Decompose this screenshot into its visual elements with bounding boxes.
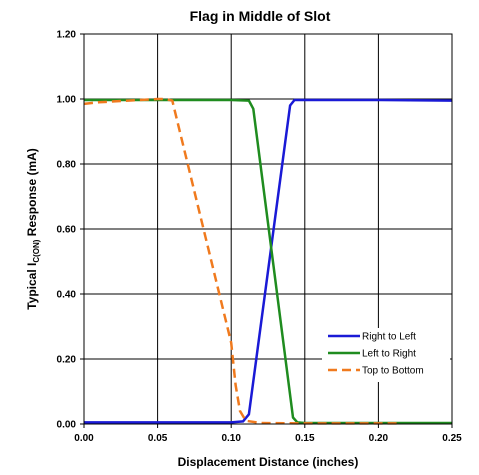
y-tick-label: 1.00	[57, 95, 77, 106]
x-axis-label: Displacement Distance (inches)	[178, 455, 359, 469]
series-line-right-to-left	[84, 98, 453, 424]
y-tick-label: 0.00	[57, 420, 77, 431]
y-tick-label: 0.40	[57, 290, 77, 301]
x-tick-label: 0.10	[221, 433, 241, 444]
legend-label-right-to-left: Right to Left	[362, 332, 416, 343]
y-tick-label: 0.60	[57, 225, 77, 236]
x-tick-label: 0.05	[148, 433, 168, 444]
y-axis-label-prefix: Typical I	[25, 263, 39, 310]
legend: Right to Left Left to Right Top to Bottom	[322, 328, 450, 382]
x-tick-label: 0.20	[369, 433, 389, 444]
y-tick-label: 0.80	[57, 160, 77, 171]
series-line-top-to-bottom	[83, 97, 401, 425]
y-tick-label: 0.20	[57, 355, 77, 366]
tick-labels: 0.00 0.20 0.40 0.60 0.80 1.00 1.20 0.00 0.05 0.10…	[57, 30, 463, 445]
y-tick-label: 1.20	[57, 30, 77, 41]
legend-label-top-to-bottom: Top to Bottom	[362, 366, 424, 377]
series-line-left-to-right	[84, 98, 452, 425]
y-axis-label-suffix: Response (mA)	[25, 148, 39, 239]
x-tick-label: 0.15	[295, 433, 315, 444]
y-axis-label: Typical IC(ON) Response (mA)	[25, 148, 41, 310]
series-layer	[83, 97, 453, 425]
legend-label-left-to-right: Left to Right	[362, 349, 416, 360]
chart-title: Flag in Middle of Slot	[190, 8, 331, 24]
y-axis-label-subscript: C(ON)	[32, 239, 41, 262]
x-tick-label: 0.00	[74, 433, 94, 444]
x-tick-label: 0.25	[442, 433, 462, 444]
